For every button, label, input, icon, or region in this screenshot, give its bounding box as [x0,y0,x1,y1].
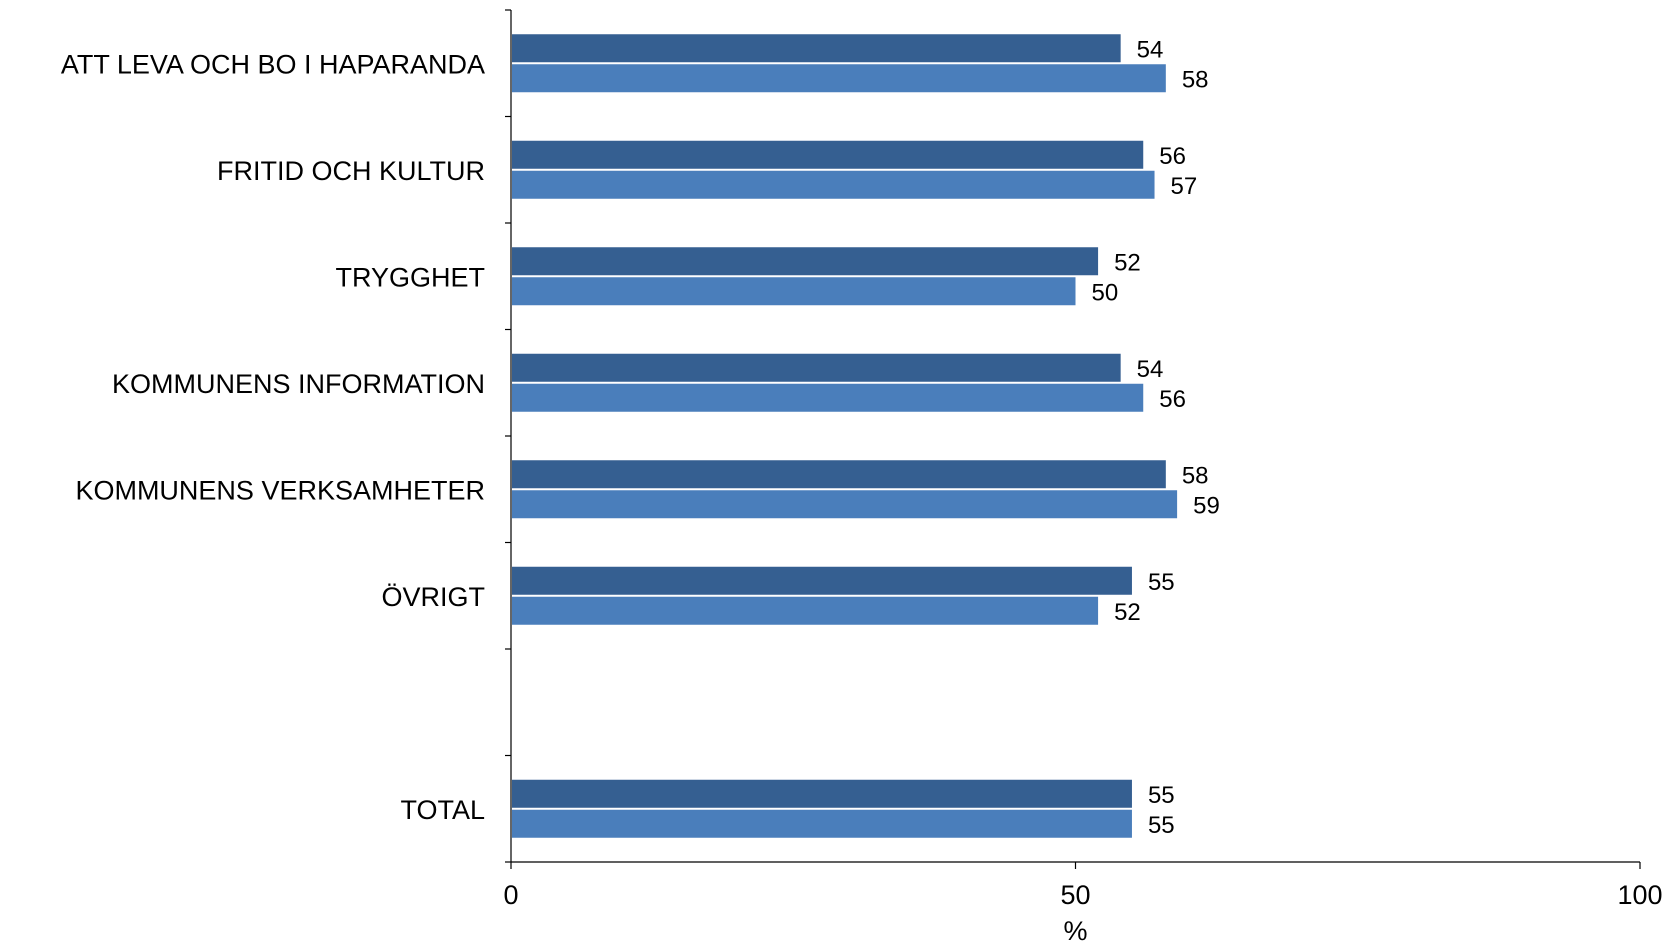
data-label-series-2-cat-5: 59 [1193,492,1220,519]
data-label-series-2-cat-4: 56 [1159,386,1186,413]
category-label: ATT LEVA OCH BO I HAPARANDA [61,49,485,79]
x-tick-label: 50 [1060,880,1090,910]
bar-series-2-cat-8 [512,809,1132,838]
x-tick-label: 0 [503,880,518,910]
data-label-series-2-cat-2: 57 [1171,173,1198,200]
data-labels-group: 54 58 56 57 52 50 54 56 58 59 55 52 55 55 [1092,36,1220,839]
category-labels-group: ATT LEVA OCH BO I HAPARANDA FRITID OCH KU… [61,49,485,825]
axes-group [505,9,1641,869]
bar-series-2-cat-1 [512,64,1166,93]
data-label-series-2-cat-8: 55 [1148,812,1175,839]
bar-series-2-cat-4 [512,383,1144,412]
bar-series-2-cat-5 [512,490,1178,519]
bar-series-2-cat-3 [512,277,1076,306]
bar-series-1-cat-8 [512,779,1132,808]
category-label: TRYGGHET [335,262,485,292]
data-label-series-1-cat-6: 55 [1148,569,1175,596]
category-label: KOMMUNENS INFORMATION [112,369,485,399]
category-label: KOMMUNENS VERKSAMHETER [75,475,485,505]
data-label-series-2-cat-1: 58 [1182,66,1209,93]
category-label: FRITID OCH KULTUR [217,156,485,186]
bars-group [512,34,1178,838]
data-label-series-1-cat-5: 58 [1182,462,1209,489]
x-tick-label: 100 [1617,880,1662,910]
bar-series-2-cat-6 [512,596,1099,625]
tick-labels-group: 0 50 100 [503,880,1662,910]
bar-series-2-cat-2 [512,170,1155,199]
x-axis-title: % [1063,916,1087,946]
data-label-series-2-cat-3: 50 [1092,279,1119,306]
bar-series-1-cat-6 [512,566,1132,595]
data-label-series-1-cat-3: 52 [1114,249,1141,276]
bar-series-1-cat-3 [512,247,1099,276]
category-label: ÖVRIGT [381,582,485,612]
data-label-series-1-cat-1: 54 [1137,36,1164,63]
data-label-series-1-cat-4: 54 [1137,356,1164,383]
bar-series-1-cat-1 [512,34,1121,63]
data-label-series-1-cat-8: 55 [1148,782,1175,809]
bar-series-1-cat-2 [512,140,1144,169]
bar-series-1-cat-4 [512,353,1121,382]
bar-series-1-cat-5 [512,460,1166,489]
data-label-series-1-cat-2: 56 [1159,143,1186,170]
category-label: TOTAL [400,795,485,825]
data-label-series-2-cat-6: 52 [1114,599,1141,626]
